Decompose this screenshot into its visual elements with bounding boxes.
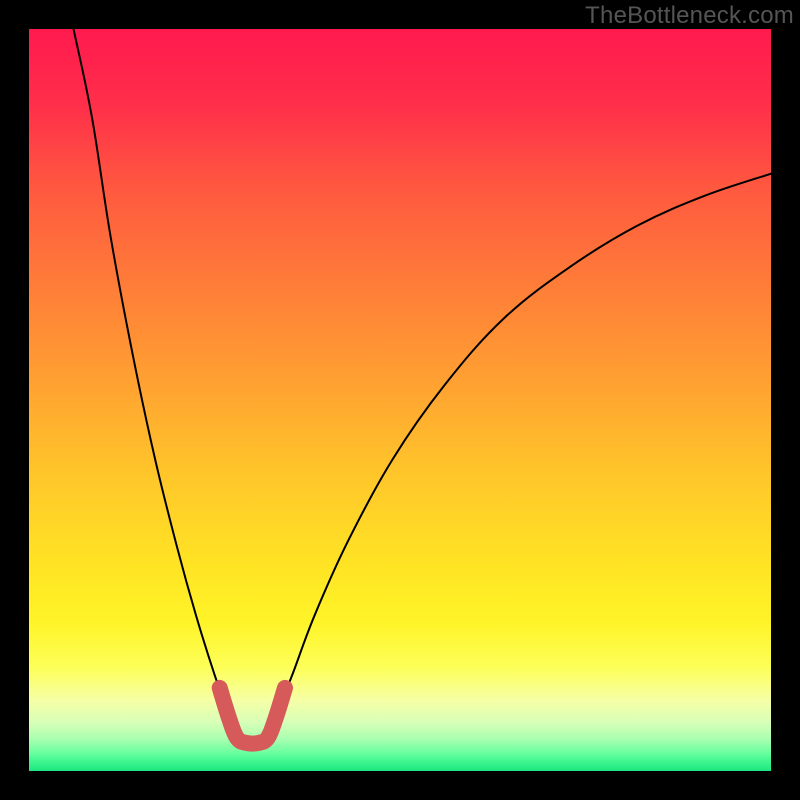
gradient-background: [29, 29, 771, 771]
watermark-text: TheBottleneck.com: [585, 2, 794, 30]
figure-frame: TheBottleneck.com: [0, 0, 800, 800]
chart-svg: [29, 29, 771, 771]
plot-area: [29, 29, 771, 771]
